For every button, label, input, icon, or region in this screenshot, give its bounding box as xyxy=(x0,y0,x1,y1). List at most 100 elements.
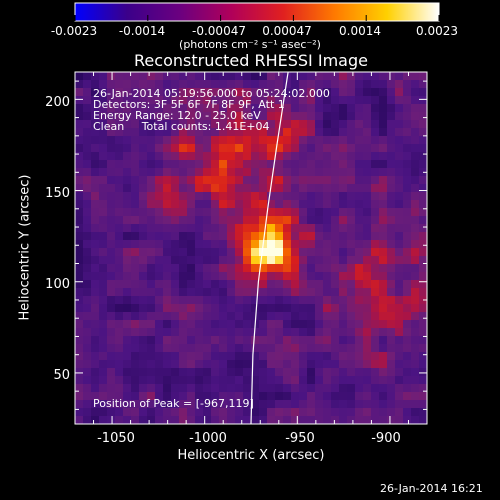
heatmap-cell xyxy=(339,192,348,201)
heatmap-cell xyxy=(291,272,300,281)
heatmap-cell xyxy=(379,264,388,273)
heatmap-cell xyxy=(339,208,348,217)
heatmap-cell xyxy=(403,376,412,385)
heatmap-cell xyxy=(299,352,308,361)
heatmap-cell xyxy=(171,184,180,193)
heatmap-cell xyxy=(307,216,316,225)
heatmap-cell xyxy=(155,224,164,233)
heatmap-cell xyxy=(203,144,212,153)
heatmap-cell xyxy=(115,144,124,153)
heatmap-cell xyxy=(179,216,188,225)
heatmap-cell xyxy=(251,352,260,361)
heatmap-cell xyxy=(243,360,252,369)
colorbar-ticks xyxy=(74,15,440,21)
heatmap-cell xyxy=(211,144,220,153)
heatmap-cell xyxy=(83,104,92,113)
heatmap-cell xyxy=(307,152,316,161)
heatmap-cell xyxy=(347,192,356,201)
heatmap-cell xyxy=(171,400,180,409)
heatmap-cell xyxy=(419,328,427,337)
heatmap-cell xyxy=(131,272,140,281)
heatmap-cell xyxy=(275,232,284,241)
heatmap-cell xyxy=(403,224,412,233)
heatmap-cell xyxy=(379,304,388,313)
heatmap-cell xyxy=(75,272,84,281)
heatmap-cell xyxy=(323,416,332,424)
heatmap-cell xyxy=(91,104,100,113)
heatmap-cell xyxy=(363,248,372,257)
heatmap-cell xyxy=(139,376,148,385)
heatmap-cell xyxy=(91,344,100,353)
heatmap-cell xyxy=(251,408,260,417)
heatmap-cell xyxy=(243,208,252,217)
heatmap-cell xyxy=(123,224,132,233)
heatmap-cell xyxy=(267,104,276,113)
heatmap-cell xyxy=(83,208,92,217)
heatmap-cell xyxy=(155,248,164,257)
heatmap-cell xyxy=(371,416,380,424)
heatmap-cell xyxy=(403,168,412,177)
heatmap-cell xyxy=(115,240,124,249)
heatmap-cell xyxy=(379,272,388,281)
heatmap-cell xyxy=(131,144,140,153)
heatmap-cell xyxy=(363,168,372,177)
heatmap-cell xyxy=(283,96,292,105)
heatmap-cell xyxy=(179,368,188,377)
heatmap-cell xyxy=(155,240,164,249)
heatmap-cell xyxy=(267,360,276,369)
heatmap-cell xyxy=(219,288,228,297)
heatmap-cell xyxy=(171,352,180,361)
heatmap-cell xyxy=(163,144,172,153)
heatmap-cell xyxy=(131,96,140,105)
heatmap-cell xyxy=(187,320,196,329)
heatmap-cell xyxy=(347,296,356,305)
heatmap-cell xyxy=(203,264,212,273)
heatmap-cell xyxy=(251,192,260,201)
heatmap-cell xyxy=(299,184,308,193)
heatmap-cell xyxy=(179,352,188,361)
heatmap-cell xyxy=(403,208,412,217)
heatmap-cell xyxy=(75,256,84,265)
heatmap-cell xyxy=(371,104,380,113)
heatmap-cell xyxy=(323,344,332,353)
heatmap-cell xyxy=(195,368,204,377)
heatmap-cell xyxy=(315,88,324,97)
heatmap-cell xyxy=(395,104,404,113)
heatmap-cell xyxy=(299,88,308,97)
heatmap-cell xyxy=(203,112,212,121)
heatmap-cell xyxy=(355,376,364,385)
heatmap-cell xyxy=(155,88,164,97)
heatmap-cell xyxy=(155,272,164,281)
heatmap-cell xyxy=(387,384,396,393)
heatmap-cell xyxy=(187,304,196,313)
heatmap-cell xyxy=(91,192,100,201)
heatmap-cell xyxy=(387,280,396,289)
heatmap-cell xyxy=(379,296,388,305)
heatmap-cell xyxy=(131,240,140,249)
heatmap-cell xyxy=(315,200,324,209)
heatmap-cell xyxy=(235,96,244,105)
heatmap-cell xyxy=(411,264,420,273)
heatmap-cell xyxy=(299,416,308,424)
heatmap-cell xyxy=(251,256,260,265)
heatmap-cell xyxy=(307,80,316,89)
heatmap-cell xyxy=(235,176,244,185)
heatmap-cell xyxy=(411,248,420,257)
heatmap-cell xyxy=(131,296,140,305)
heatmap-cell xyxy=(155,96,164,105)
heatmap-cell xyxy=(139,184,148,193)
heatmap-cell xyxy=(275,184,284,193)
heatmap-cell xyxy=(419,104,427,113)
heatmap-cell xyxy=(283,200,292,209)
heatmap-cell xyxy=(267,216,276,225)
heatmap-cell xyxy=(347,376,356,385)
heatmap-cell xyxy=(307,376,316,385)
heatmap-cell xyxy=(195,240,204,249)
heatmap-cell xyxy=(339,360,348,369)
heatmap-cell xyxy=(219,192,228,201)
heatmap-cell xyxy=(219,240,228,249)
heatmap-cell xyxy=(283,376,292,385)
heatmap-cell xyxy=(123,128,132,137)
heatmap-cell xyxy=(83,168,92,177)
heatmap-cell xyxy=(171,192,180,201)
